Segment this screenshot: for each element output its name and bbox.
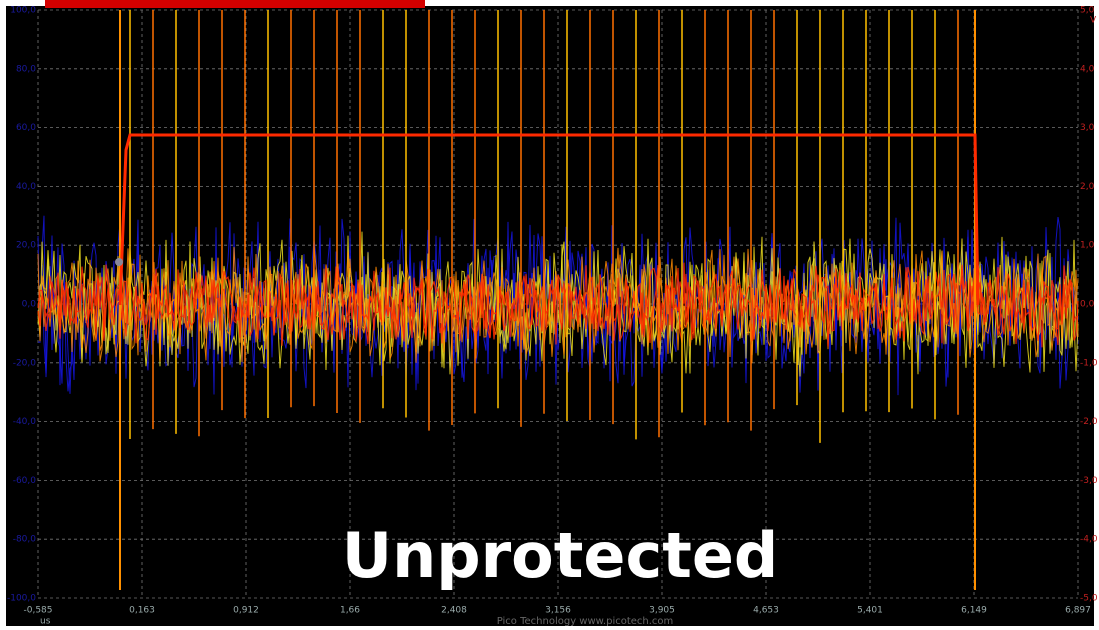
right-tick-label: 3,0 — [1080, 123, 1095, 133]
x-tick-label: 1,66 — [340, 606, 360, 616]
left-tick-label: -40,0 — [13, 417, 37, 427]
left-tick-label: 40,0 — [16, 182, 36, 192]
x-unit: us — [40, 617, 51, 627]
left-tick-label: 20,0 — [16, 241, 36, 251]
left-tick-label: 100,0 — [10, 6, 36, 16]
x-tick-label: 6,149 — [961, 606, 987, 616]
oscilloscope-screen: -0,585 0,163 0,912 1,66 2,408 3,156 3,905 4,653… — [0, 0, 1099, 630]
left-tick-label: -100,0 — [7, 594, 36, 604]
x-tick-label: 4,653 — [753, 606, 779, 616]
x-tick-label: 3,156 — [545, 606, 571, 616]
right-tick-label: 2,0 — [1080, 182, 1095, 192]
x-tick-label: 5,401 — [857, 606, 883, 616]
left-tick-label: -20,0 — [13, 358, 37, 368]
x-tick-label: 6,897 — [1065, 606, 1091, 616]
right-unit: V — [1090, 16, 1097, 26]
marker — [115, 258, 123, 266]
right-tick-label: 4,0 — [1080, 64, 1095, 74]
right-tick-label: 1,0 — [1080, 241, 1095, 251]
right-tick-label: -1,0 — [1080, 358, 1098, 368]
right-tick-label: 0,0 — [1080, 300, 1095, 310]
left-tick-label: -80,0 — [13, 535, 37, 545]
footer: Pico Technology www.picotech.com — [497, 616, 674, 627]
left-tick-label: 80,0 — [16, 64, 36, 74]
right-tick-label: -5,0 — [1080, 594, 1098, 604]
left-tick-label: -60,0 — [13, 476, 37, 486]
left-tick-label: 0,0 — [22, 300, 37, 310]
right-tick-label: 5,0 — [1080, 6, 1095, 16]
x-tick-label: 3,905 — [649, 606, 675, 616]
overlay-text: Unprotected — [342, 519, 779, 592]
x-tick-label: 0,163 — [129, 606, 155, 616]
x-tick-label: 2,408 — [441, 606, 467, 616]
x-tick-label: 0,912 — [233, 606, 259, 616]
x-tick-label: -0,585 — [23, 606, 52, 616]
right-tick-label: -4,0 — [1080, 535, 1098, 545]
top-bar — [45, 0, 425, 8]
right-tick-label: -2,0 — [1080, 417, 1098, 427]
left-tick-label: 60,0 — [16, 123, 36, 133]
right-tick-label: -3,0 — [1080, 476, 1098, 486]
